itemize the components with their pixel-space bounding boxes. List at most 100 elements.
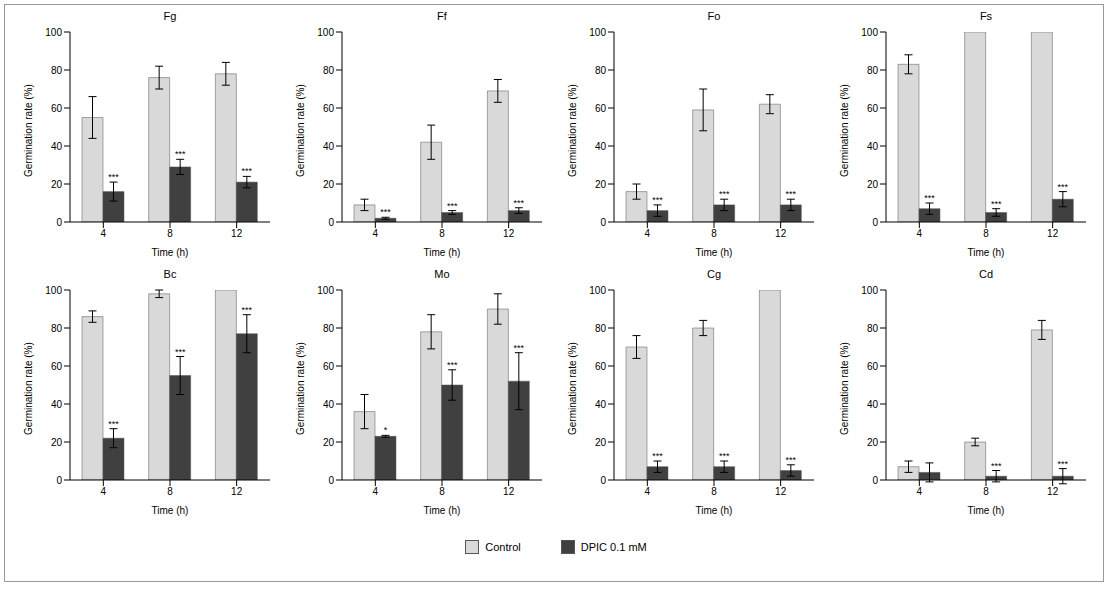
- svg-text:***: ***: [786, 189, 797, 199]
- svg-text:60: 60: [595, 103, 607, 114]
- svg-text:***: ***: [108, 419, 119, 429]
- svg-text:***: ***: [924, 193, 935, 203]
- svg-text:Germination rate (%): Germination rate (%): [295, 342, 306, 435]
- svg-text:Germination rate (%): Germination rate (%): [567, 342, 578, 435]
- svg-text:Time (h): Time (h): [696, 247, 733, 258]
- svg-text:100: 100: [861, 27, 878, 38]
- svg-text:Time (h): Time (h): [424, 505, 461, 516]
- svg-text:40: 40: [51, 141, 63, 152]
- svg-text:Germination rate (%): Germination rate (%): [839, 342, 850, 435]
- svg-text:4: 4: [645, 486, 651, 497]
- svg-text:12: 12: [503, 228, 515, 239]
- svg-text:Time (h): Time (h): [696, 505, 733, 516]
- svg-text:60: 60: [51, 103, 63, 114]
- svg-text:0: 0: [872, 475, 878, 486]
- svg-text:***: ***: [447, 360, 458, 370]
- svg-text:Time (h): Time (h): [968, 247, 1005, 258]
- svg-text:80: 80: [867, 323, 879, 334]
- svg-text:4: 4: [101, 228, 107, 239]
- svg-text:60: 60: [323, 361, 335, 372]
- svg-text:***: ***: [652, 451, 663, 461]
- svg-text:12: 12: [503, 486, 515, 497]
- svg-text:0: 0: [56, 475, 62, 486]
- svg-text:60: 60: [867, 103, 879, 114]
- svg-text:***: ***: [175, 149, 186, 159]
- svg-text:20: 20: [595, 179, 607, 190]
- svg-text:8: 8: [711, 228, 717, 239]
- svg-text:8: 8: [439, 228, 445, 239]
- svg-text:12: 12: [775, 486, 787, 497]
- svg-text:40: 40: [867, 399, 879, 410]
- svg-text:60: 60: [595, 361, 607, 372]
- svg-text:4: 4: [373, 486, 379, 497]
- svg-text:100: 100: [589, 27, 606, 38]
- svg-text:4: 4: [101, 486, 107, 497]
- svg-text:12: 12: [231, 486, 243, 497]
- svg-text:0: 0: [328, 217, 334, 228]
- svg-text:***: ***: [108, 172, 119, 182]
- svg-text:***: ***: [1058, 182, 1069, 192]
- svg-text:***: ***: [514, 343, 525, 353]
- svg-text:***: ***: [719, 189, 730, 199]
- svg-text:Germination rate (%): Germination rate (%): [23, 84, 34, 177]
- svg-text:80: 80: [867, 65, 879, 76]
- svg-text:12: 12: [1047, 486, 1059, 497]
- svg-text:20: 20: [867, 437, 879, 448]
- svg-text:80: 80: [51, 323, 63, 334]
- svg-text:***: ***: [242, 166, 253, 176]
- svg-text:Germination rate (%): Germination rate (%): [839, 84, 850, 177]
- svg-text:Time (h): Time (h): [152, 247, 189, 258]
- svg-text:***: ***: [991, 461, 1002, 471]
- svg-text:20: 20: [323, 179, 335, 190]
- svg-text:0: 0: [56, 217, 62, 228]
- svg-text:20: 20: [595, 437, 607, 448]
- svg-text:40: 40: [867, 141, 879, 152]
- svg-text:***: ***: [447, 201, 458, 211]
- svg-text:***: ***: [242, 305, 253, 315]
- svg-text:80: 80: [51, 65, 63, 76]
- svg-text:100: 100: [317, 27, 334, 38]
- svg-text:80: 80: [595, 65, 607, 76]
- svg-text:8: 8: [439, 486, 445, 497]
- svg-text:8: 8: [167, 228, 173, 239]
- svg-text:4: 4: [645, 228, 651, 239]
- svg-text:20: 20: [51, 437, 63, 448]
- svg-text:4: 4: [917, 228, 923, 239]
- svg-text:Germination rate (%): Germination rate (%): [23, 342, 34, 435]
- svg-text:0: 0: [600, 217, 606, 228]
- svg-text:100: 100: [861, 285, 878, 296]
- svg-text:80: 80: [323, 65, 335, 76]
- svg-text:20: 20: [323, 437, 335, 448]
- svg-text:0: 0: [872, 217, 878, 228]
- svg-text:0: 0: [328, 475, 334, 486]
- svg-text:8: 8: [983, 486, 989, 497]
- svg-text:Time (h): Time (h): [424, 247, 461, 258]
- svg-text:***: ***: [514, 198, 525, 208]
- svg-text:80: 80: [323, 323, 335, 334]
- svg-text:Time (h): Time (h): [968, 505, 1005, 516]
- svg-text:100: 100: [589, 285, 606, 296]
- svg-text:8: 8: [167, 486, 173, 497]
- svg-text:***: ***: [719, 451, 730, 461]
- svg-text:100: 100: [45, 285, 62, 296]
- svg-text:***: ***: [786, 455, 797, 465]
- svg-text:20: 20: [867, 179, 879, 190]
- svg-text:40: 40: [323, 141, 335, 152]
- svg-text:40: 40: [323, 399, 335, 410]
- svg-text:12: 12: [775, 228, 787, 239]
- svg-text:4: 4: [373, 228, 379, 239]
- svg-text:***: ***: [652, 195, 663, 205]
- svg-text:*: *: [384, 425, 388, 435]
- svg-text:Germination rate (%): Germination rate (%): [295, 84, 306, 177]
- svg-text:60: 60: [323, 103, 335, 114]
- svg-text:8: 8: [711, 486, 717, 497]
- svg-text:Time (h): Time (h): [152, 505, 189, 516]
- svg-text:***: ***: [991, 199, 1002, 209]
- svg-text:20: 20: [51, 179, 63, 190]
- svg-text:100: 100: [317, 285, 334, 296]
- svg-text:***: ***: [175, 347, 186, 357]
- svg-text:40: 40: [595, 141, 607, 152]
- svg-text:***: ***: [1058, 459, 1069, 469]
- svg-text:12: 12: [231, 228, 243, 239]
- svg-text:40: 40: [595, 399, 607, 410]
